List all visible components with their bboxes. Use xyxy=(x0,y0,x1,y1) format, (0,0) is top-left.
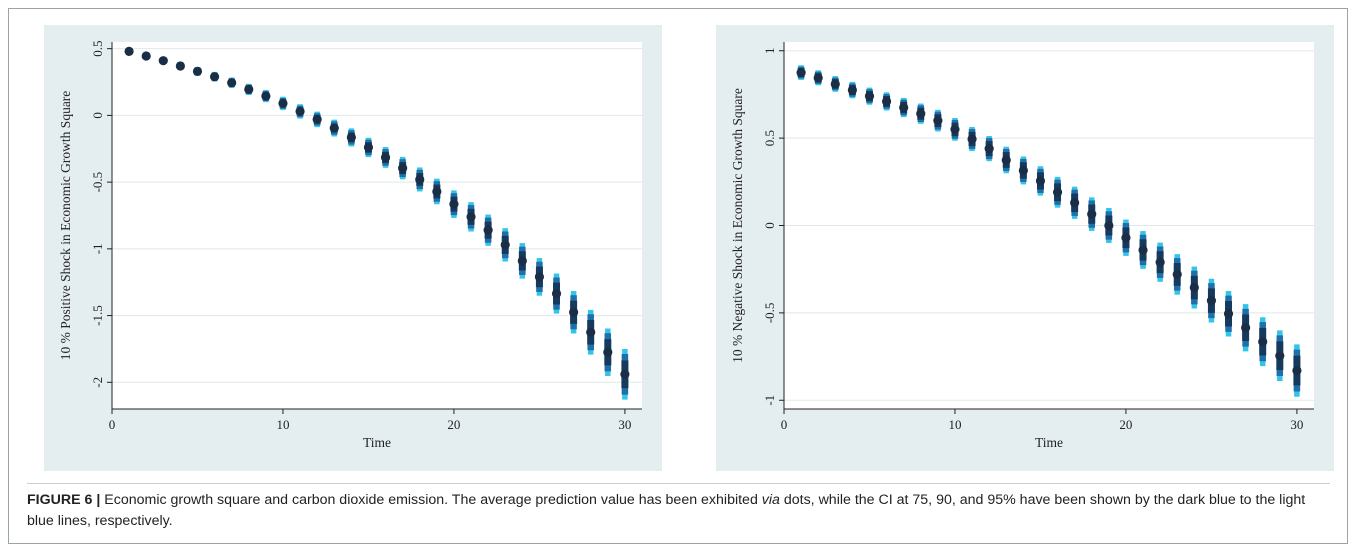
x-tick-label-0: 0 xyxy=(781,417,788,432)
mean-point xyxy=(500,240,510,250)
mean-point xyxy=(1070,198,1080,208)
mean-point xyxy=(551,288,562,299)
mean-point xyxy=(1223,309,1234,319)
mean-point xyxy=(346,132,356,143)
mean-point xyxy=(1155,257,1165,267)
mean-point xyxy=(483,225,493,235)
mean-point xyxy=(933,116,943,126)
mean-point xyxy=(569,307,579,317)
figure-container: 0.5 0 -0.5 -1 -1.5 -2 0 10 20 30 Time 10 % Positive… xyxy=(8,8,1348,544)
mean-point xyxy=(278,98,288,108)
y-tick-label-2: 0 xyxy=(762,222,777,229)
y-tick-label-4: -1.5 xyxy=(90,305,105,326)
x-axis-title: Time xyxy=(363,435,391,450)
mean-point xyxy=(244,84,254,94)
mean-point xyxy=(620,369,630,379)
mean-point xyxy=(124,46,134,56)
mean-point xyxy=(363,142,374,153)
caption-text-start: Economic growth square and carbon dioxid… xyxy=(100,492,762,508)
x-tick-label-1: 10 xyxy=(948,417,961,432)
mean-point xyxy=(175,61,185,71)
mean-point xyxy=(813,73,823,83)
mean-point xyxy=(227,78,237,88)
mean-point xyxy=(1189,282,1199,293)
mean-point xyxy=(1241,323,1251,333)
mean-point xyxy=(1206,296,1217,306)
y-axis-title: 10 % Negative Shock in Economic Growth S… xyxy=(730,88,745,363)
mean-point xyxy=(517,256,527,266)
y-axis-title: 10 % Positive Shock in Economic Growth S… xyxy=(58,91,73,361)
mean-point xyxy=(1292,365,1302,376)
y-tick-label-1: 0 xyxy=(90,112,105,119)
mean-point xyxy=(415,174,425,185)
mean-point xyxy=(398,163,408,173)
mean-point xyxy=(534,272,545,282)
mean-point xyxy=(1275,351,1285,361)
mean-point xyxy=(1121,233,1131,243)
x-tick-label-3: 30 xyxy=(1290,417,1303,432)
mean-point xyxy=(586,327,596,337)
y-tick-label-1: 0.5 xyxy=(762,130,777,146)
chart-positive-shock: 0.5 0 -0.5 -1 -1.5 -2 0 10 20 30 Time 10 % Positive… xyxy=(58,41,642,450)
chart-panel-positive-shock: 0.5 0 -0.5 -1 -1.5 -2 0 10 20 30 Time 10 % Positive… xyxy=(44,25,662,471)
x-axis-title: Time xyxy=(1035,435,1063,450)
y-tick-label-3: -0.5 xyxy=(762,303,777,324)
mean-point xyxy=(1087,209,1097,219)
mean-point xyxy=(295,106,305,116)
mean-point xyxy=(881,96,892,107)
mean-point xyxy=(329,123,339,133)
chart-panel-negative-shock: 1 0.5 0 -0.5 -1 0 10 20 30 Time 10 % Negative Shoc… xyxy=(716,25,1334,471)
mean-point xyxy=(899,102,909,113)
mean-point xyxy=(432,186,442,197)
mean-point xyxy=(950,124,960,134)
mean-point xyxy=(192,66,203,76)
mean-point xyxy=(261,91,271,101)
mean-point xyxy=(916,109,926,119)
mean-point xyxy=(967,134,977,144)
mean-point xyxy=(158,56,168,66)
mean-point xyxy=(1172,269,1182,280)
mean-point xyxy=(603,347,613,357)
figure-caption: FIGURE 6 | Economic growth square and ca… xyxy=(27,490,1327,532)
mean-point xyxy=(830,79,840,89)
mean-point xyxy=(209,72,220,82)
x-tick-label-2: 20 xyxy=(447,417,460,432)
y-tick-label-4: -1 xyxy=(762,395,777,406)
mean-point xyxy=(1001,155,1011,165)
y-tick-label-5: -2 xyxy=(90,377,105,388)
mean-point xyxy=(984,144,994,154)
mean-point xyxy=(1104,220,1114,231)
mean-point xyxy=(1052,187,1063,197)
mean-point xyxy=(847,85,857,95)
y-tick-label-3: -1 xyxy=(90,243,105,254)
mean-point xyxy=(1138,245,1148,255)
mean-point xyxy=(466,212,476,222)
caption-text-italic: via xyxy=(761,492,780,508)
mean-point xyxy=(1035,176,1046,186)
y-tick-label-2: -0.5 xyxy=(90,172,105,193)
x-tick-label-2: 20 xyxy=(1119,417,1132,432)
x-tick-label-3: 30 xyxy=(618,417,631,432)
mean-point xyxy=(864,91,875,101)
mean-point xyxy=(312,114,322,125)
x-tick-label-1: 10 xyxy=(276,417,289,432)
plot-area xyxy=(112,42,642,409)
caption-text-end: dots, while the CI at 75, 90, and 95% ha… xyxy=(27,492,1306,529)
mean-point xyxy=(796,67,806,78)
mean-point xyxy=(380,152,391,163)
y-tick-label-0: 0.5 xyxy=(90,41,105,57)
caption-divider xyxy=(27,483,1330,484)
figure-label: FIGURE 6 | xyxy=(27,492,101,508)
mean-point xyxy=(449,199,459,209)
mean-point xyxy=(1018,165,1028,176)
chart-negative-shock: 1 0.5 0 -0.5 -1 0 10 20 30 Time 10 % Negative Shoc… xyxy=(730,42,1314,450)
y-tick-label-0: 1 xyxy=(762,47,777,54)
mean-point xyxy=(141,51,151,61)
x-tick-label-0: 0 xyxy=(109,417,116,432)
mean-point xyxy=(1258,337,1268,347)
